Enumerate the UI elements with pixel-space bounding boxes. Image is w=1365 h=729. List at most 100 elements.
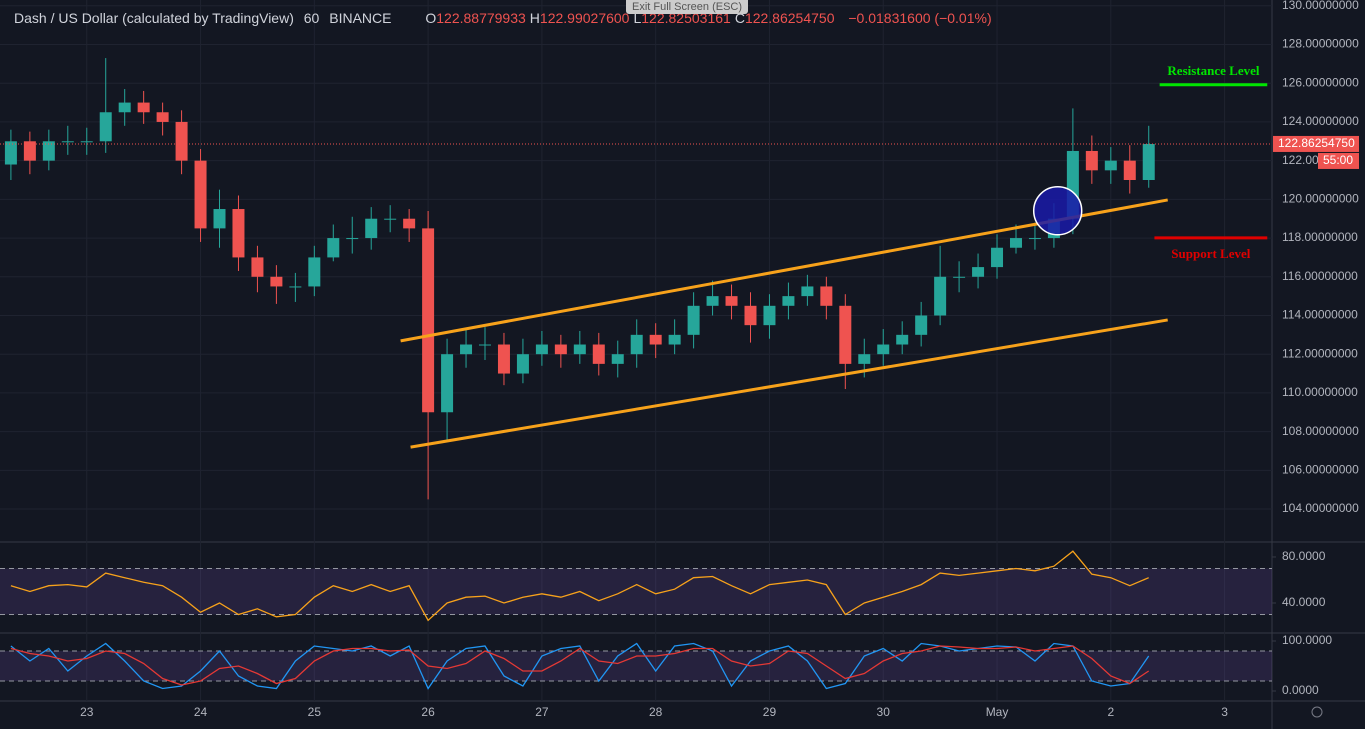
x-tick-label: 27	[535, 705, 549, 719]
ohlc-value: 122.88779933	[436, 10, 526, 26]
ohlc-value: 122.99027600	[539, 10, 630, 26]
x-tick-label: 3	[1221, 705, 1228, 719]
ohlc-key: O	[425, 10, 437, 26]
ohlc-key: H	[529, 10, 540, 26]
x-tick-label: May	[986, 705, 1009, 719]
ohlc-item: O122.88779933	[425, 10, 525, 26]
y-tick-label: 108.00000000	[1282, 424, 1359, 438]
level-label: Resistance Level	[1167, 63, 1259, 78]
indicator-line	[10, 550, 1149, 622]
x-tick-label: 23	[80, 705, 94, 719]
x-tick-label: 29	[763, 705, 777, 719]
candle-body	[535, 344, 548, 355]
trend-line	[410, 318, 1168, 449]
x-tick-label: 25	[308, 705, 322, 719]
ohlc-value: 122.86254750	[744, 10, 835, 26]
candle-body	[839, 305, 852, 364]
candle-body	[137, 102, 150, 113]
last-price-tag	[1273, 135, 1359, 152]
candle-body	[801, 286, 814, 297]
level-label: Support Level	[1171, 246, 1250, 261]
candle-body	[23, 141, 36, 161]
candle-body	[934, 276, 947, 316]
candle-body	[1104, 160, 1117, 171]
highlight-marker	[1032, 186, 1083, 236]
candle-body	[42, 141, 55, 161]
ohlc-item: C122.86254750	[735, 10, 835, 26]
header: Dash / US Dollar (calculated by TradingV…	[14, 10, 996, 26]
y-tick-label: 80.0000	[1282, 549, 1326, 563]
candle-body	[441, 354, 454, 413]
candle-body	[365, 218, 378, 239]
band-fill	[0, 651, 1272, 681]
symbol: Dash / US Dollar (calculated by TradingV…	[14, 10, 294, 26]
y-tick-label: 128.00000000	[1282, 37, 1359, 51]
candle-body	[725, 296, 738, 306]
candle-body	[516, 354, 529, 374]
candle-body	[877, 344, 890, 355]
candle-body	[327, 238, 340, 258]
candle-body	[213, 209, 226, 229]
candle-body	[763, 305, 776, 326]
x-tick-label: 30	[877, 705, 891, 719]
indicator-line	[10, 645, 1150, 686]
y-tick-label: 124.00000000	[1282, 114, 1359, 128]
candle-body	[1028, 238, 1041, 240]
candle-body	[858, 354, 871, 364]
candle-body	[497, 344, 510, 374]
indicator-line	[10, 642, 1150, 690]
candle-body	[953, 276, 966, 278]
y-tick-label: 116.00000000	[1282, 269, 1358, 283]
interval: 60	[303, 10, 320, 26]
countdown-tag	[1318, 152, 1359, 169]
candle-body	[460, 344, 473, 355]
y-tick-label: 40.0000	[1282, 595, 1326, 609]
y-tick-label: 104.00000000	[1282, 501, 1359, 515]
candle-body	[896, 334, 909, 345]
ohlc-key: L	[633, 10, 642, 26]
candle-body	[270, 276, 283, 287]
fullscreen-hint[interactable]: Exit Full Screen (ESC)	[626, 0, 749, 14]
y-tick-label: 114.00000000	[1282, 308, 1358, 322]
y-tick-label: 120.00000000	[1282, 192, 1359, 206]
candle-body	[915, 315, 928, 335]
change: −0.01831600 (−0.01%)	[848, 10, 992, 26]
candle-body	[991, 247, 1004, 268]
candle-body	[251, 257, 264, 277]
y-tick-label: 100.0000	[1282, 633, 1332, 647]
y-tick-label: 0.0000	[1282, 683, 1319, 697]
candle-body	[99, 112, 112, 142]
candle-body	[1142, 144, 1155, 180]
candle-body	[4, 141, 17, 165]
settings-icon[interactable]	[1311, 706, 1323, 718]
candle-body	[80, 141, 93, 143]
candle-body	[687, 305, 700, 335]
candle-body	[384, 218, 397, 220]
candle-body	[554, 344, 567, 355]
candle-body	[592, 344, 605, 364]
countdown-label: 55:00	[1323, 153, 1353, 167]
candle-body	[308, 257, 321, 287]
candle-body	[744, 305, 757, 326]
candle-body	[346, 238, 359, 240]
candle-body	[403, 218, 416, 229]
ohlc-key: C	[734, 10, 745, 26]
candle-body	[649, 334, 662, 345]
y-tick-label: 110.00000000	[1282, 385, 1358, 399]
candle-body	[232, 209, 245, 258]
y-tick-label: 112.00000000	[1282, 346, 1358, 360]
candle-body	[422, 228, 435, 413]
candle-body	[175, 121, 188, 161]
x-tick-label: 28	[649, 705, 663, 719]
exchange[interactable]: BINANCE	[329, 10, 392, 26]
x-tick-label: 26	[421, 705, 435, 719]
candle-body	[1009, 238, 1022, 248]
candle-body	[972, 267, 985, 277]
candle-body	[61, 141, 74, 143]
ohlc-item: H122.99027600	[530, 10, 630, 26]
candle-body	[1085, 150, 1098, 171]
x-tick-label: 24	[194, 705, 208, 719]
candle-body	[194, 160, 207, 229]
